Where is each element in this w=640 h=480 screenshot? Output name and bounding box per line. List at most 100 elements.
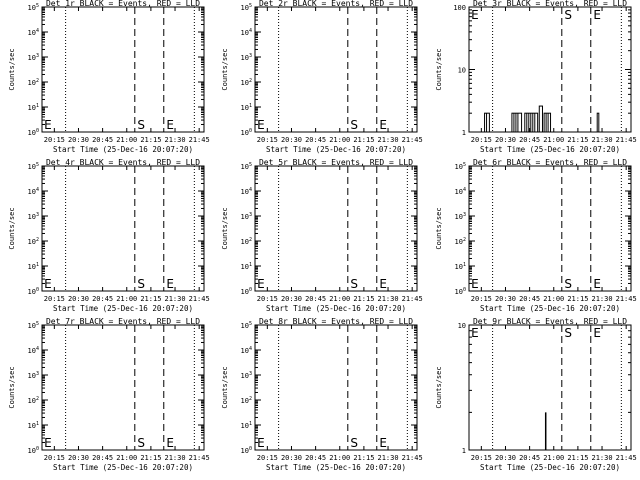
marker-s: S	[564, 326, 572, 340]
x-axis-label: Start Time (25-Dec-16 20:07:20)	[266, 145, 406, 154]
y-tick-label: 103	[28, 53, 39, 62]
y-tick-label: 100	[28, 446, 39, 455]
y-tick-label: 1	[462, 129, 466, 137]
marker-e: E	[257, 436, 265, 450]
plot-frame	[254, 324, 418, 451]
y-tick-label: 103	[28, 212, 39, 221]
x-tick-label: 21:45	[616, 295, 637, 303]
y-tick-label: 101	[455, 262, 466, 271]
marker-e: E	[166, 118, 174, 132]
x-tick-label: 20:45	[305, 136, 326, 144]
y-tick-label: 105	[28, 162, 39, 171]
plot-frame	[254, 165, 418, 292]
y-tick-label: 105	[455, 162, 466, 171]
y-axis-label: Counts/sec	[435, 366, 443, 408]
x-tick-label: 20:45	[519, 454, 540, 462]
y-tick-label: 105	[241, 3, 252, 12]
x-tick-label: 21:30	[591, 295, 612, 303]
x-tick-label: 21:30	[164, 454, 185, 462]
x-tick-label: 21:30	[591, 454, 612, 462]
x-tick-label: 20:15	[471, 295, 492, 303]
y-tick-label: 103	[241, 53, 252, 62]
x-tick-label: 20:30	[281, 454, 302, 462]
marker-e: E	[379, 118, 387, 132]
x-tick-label: 21:00	[543, 136, 564, 144]
panel-det-6: Det 6r BLACK = Events, RED = LLD Counts/s…	[435, 158, 637, 313]
panel-det-1: Det 1r BLACK = Events, RED = LLD Counts/s…	[8, 0, 210, 154]
panel-det-8: Det 8r BLACK = Events, RED = LLD Counts/s…	[221, 317, 423, 472]
x-tick-label: 21:00	[329, 454, 350, 462]
y-tick-label: 104	[455, 187, 466, 196]
y-tick-label: 102	[28, 396, 39, 405]
x-tick-label: 20:15	[471, 454, 492, 462]
x-tick-label: 21:45	[189, 454, 210, 462]
x-tick-label: 21:15	[353, 136, 374, 144]
x-tick-label: 21:30	[164, 295, 185, 303]
y-tick-label: 104	[28, 187, 39, 196]
y-tick-label: 100	[241, 287, 252, 296]
marker-s: S	[137, 436, 145, 450]
marker-e: E	[44, 277, 52, 291]
x-tick-label: 20:30	[281, 295, 302, 303]
marker-s: S	[137, 118, 145, 132]
y-axis-label: Counts/sec	[8, 366, 16, 408]
y-tick-label: 101	[241, 103, 252, 112]
x-tick-label: 21:45	[616, 454, 637, 462]
x-tick-label: 20:15	[44, 136, 65, 144]
marker-s: S	[564, 277, 572, 291]
panel-title: Det 4r BLACK = Events, RED = LLD	[46, 158, 200, 167]
x-tick-label: 21:30	[591, 136, 612, 144]
x-axis-label: Start Time (25-Dec-16 20:07:20)	[53, 304, 193, 313]
panel-title: Det 9r BLACK = Events, RED = LLD	[473, 317, 627, 326]
y-tick-label: 10	[458, 67, 466, 75]
y-axis-label: Counts/sec	[8, 207, 16, 249]
marker-e: E	[379, 277, 387, 291]
x-tick-label: 21:45	[402, 454, 423, 462]
x-tick-label: 20:30	[281, 136, 302, 144]
panel-title: Det 7r BLACK = Events, RED = LLD	[46, 317, 200, 326]
panel-title: Det 3r BLACK = Events, RED = LLD	[473, 0, 627, 8]
panel-det-5: Det 5r BLACK = Events, RED = LLD Counts/s…	[221, 158, 423, 313]
plot-frame	[468, 324, 632, 451]
x-tick-label: 20:15	[44, 454, 65, 462]
y-tick-label: 100	[28, 287, 39, 296]
x-axis-label: Start Time (25-Dec-16 20:07:20)	[480, 463, 620, 472]
y-tick-label: 105	[241, 162, 252, 171]
x-tick-label: 20:45	[305, 295, 326, 303]
x-tick-label: 21:45	[402, 295, 423, 303]
y-tick-label: 100	[28, 128, 39, 137]
plot-frame	[41, 6, 205, 133]
x-tick-label: 21:00	[116, 295, 137, 303]
y-tick-label: 104	[28, 346, 39, 355]
x-tick-label: 21:00	[116, 454, 137, 462]
y-tick-label: 102	[241, 396, 252, 405]
x-tick-label: 21:00	[329, 295, 350, 303]
x-tick-label: 20:30	[68, 454, 89, 462]
y-tick-label: 101	[28, 421, 39, 430]
y-tick-label: 103	[241, 212, 252, 221]
y-axis-label: Counts/sec	[221, 207, 229, 249]
panel-title: Det 8r BLACK = Events, RED = LLD	[259, 317, 413, 326]
y-tick-label: 105	[28, 3, 39, 12]
marker-e: E	[379, 436, 387, 450]
y-tick-label: 101	[241, 421, 252, 430]
x-tick-label: 20:30	[68, 136, 89, 144]
x-axis-label: Start Time (25-Dec-16 20:07:20)	[266, 463, 406, 472]
x-tick-label: 21:15	[567, 454, 588, 462]
x-tick-label: 21:30	[377, 295, 398, 303]
y-tick-label: 102	[455, 237, 466, 246]
x-tick-label: 21:15	[140, 136, 161, 144]
x-tick-label: 20:45	[519, 295, 540, 303]
y-tick-label: 105	[28, 321, 39, 330]
y-tick-label: 102	[241, 78, 252, 87]
panel-title: Det 2r BLACK = Events, RED = LLD	[259, 0, 413, 8]
x-tick-label: 21:00	[543, 454, 564, 462]
marker-e: E	[257, 118, 265, 132]
x-axis-label: Start Time (25-Dec-16 20:07:20)	[53, 463, 193, 472]
marker-e: E	[593, 326, 601, 340]
panel-title: Det 5r BLACK = Events, RED = LLD	[259, 158, 413, 167]
x-tick-label: 20:15	[257, 454, 278, 462]
y-tick-label: 101	[28, 262, 39, 271]
marker-e: E	[44, 436, 52, 450]
